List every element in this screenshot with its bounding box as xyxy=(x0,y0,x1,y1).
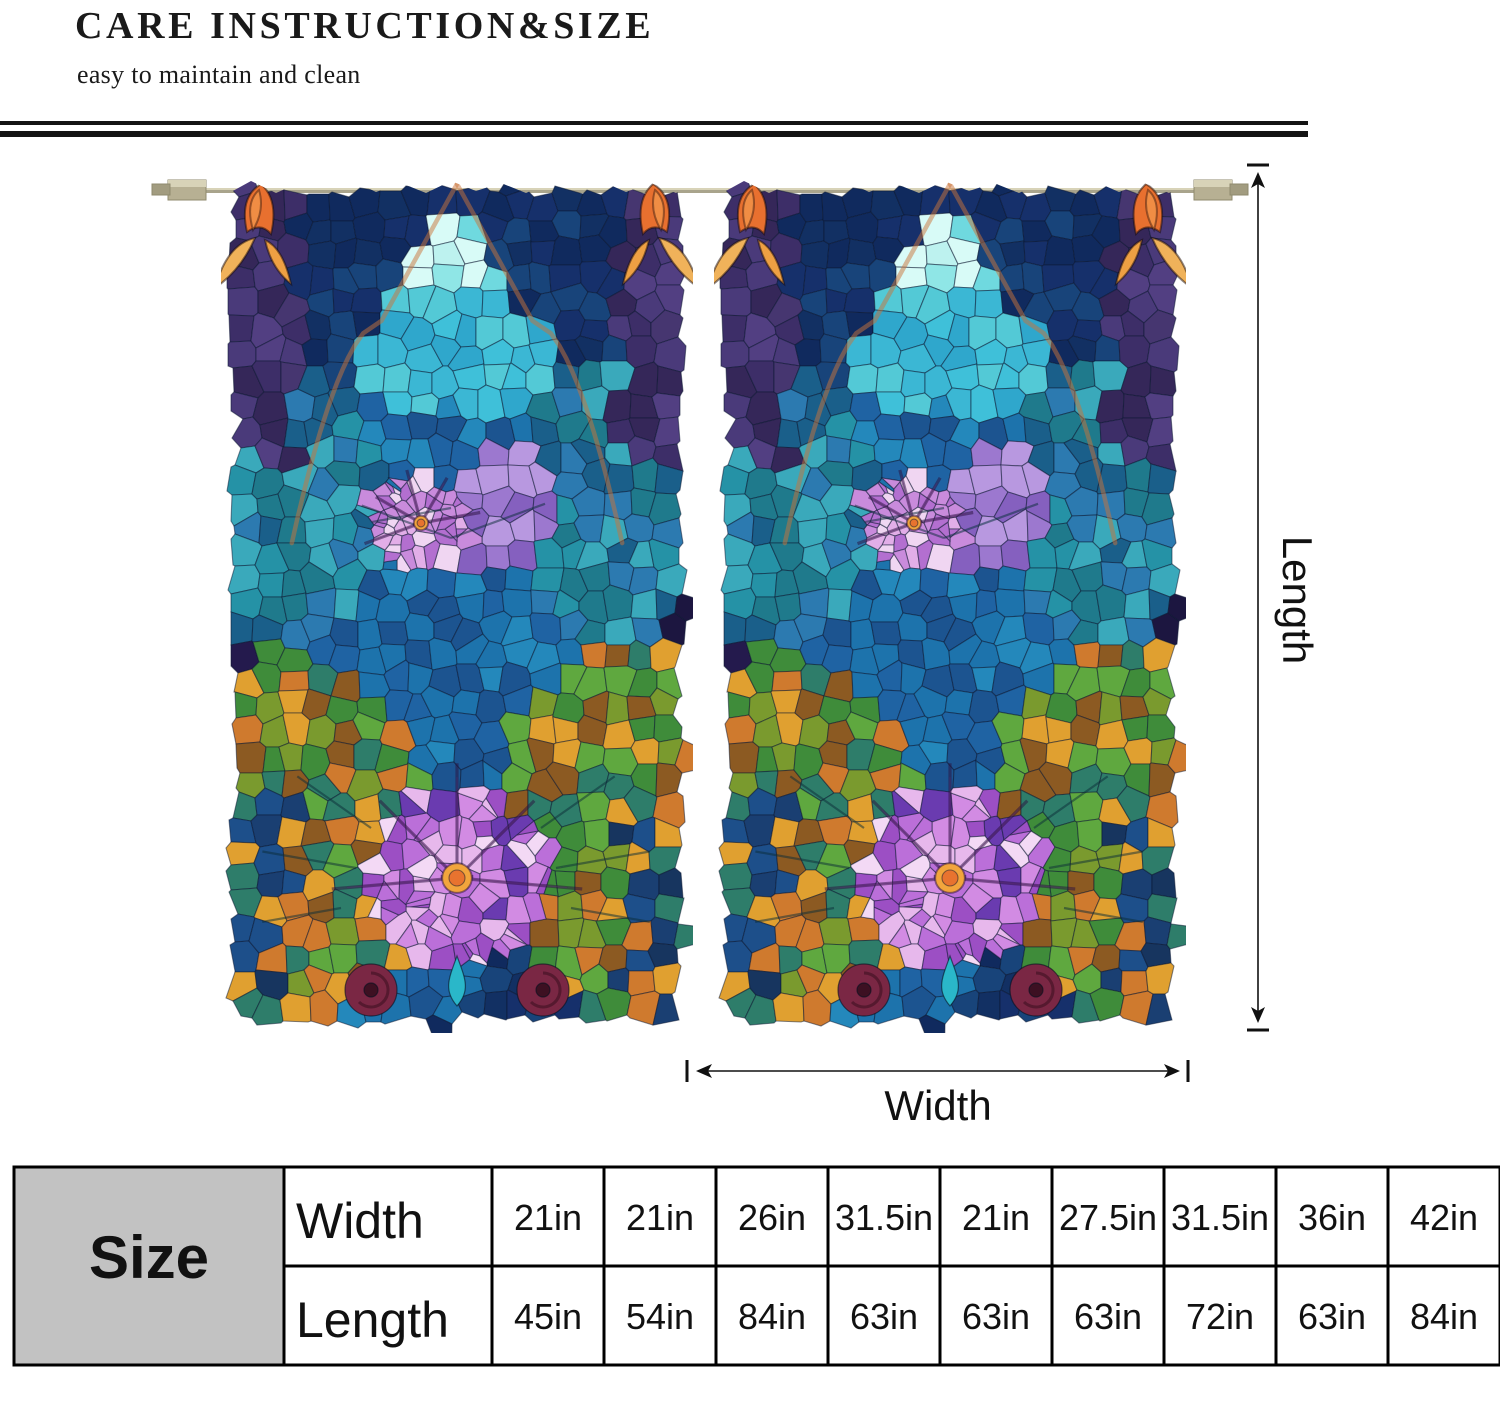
svg-text:21in: 21in xyxy=(514,1197,582,1238)
svg-text:31.5in: 31.5in xyxy=(1171,1197,1269,1238)
svg-text:27.5in: 27.5in xyxy=(1059,1197,1157,1238)
svg-text:63in: 63in xyxy=(962,1296,1030,1337)
svg-text:42in: 42in xyxy=(1410,1197,1478,1238)
svg-text:Width: Width xyxy=(296,1193,424,1249)
svg-text:Width: Width xyxy=(884,1082,991,1129)
svg-text:Length: Length xyxy=(1274,536,1321,664)
svg-text:84in: 84in xyxy=(738,1296,806,1337)
svg-text:36in: 36in xyxy=(1298,1197,1366,1238)
svg-text:63in: 63in xyxy=(850,1296,918,1337)
svg-text:84in: 84in xyxy=(1410,1296,1478,1337)
svg-text:Length: Length xyxy=(296,1292,449,1348)
svg-text:31.5in: 31.5in xyxy=(835,1197,933,1238)
svg-text:Size: Size xyxy=(89,1224,209,1291)
svg-text:21in: 21in xyxy=(962,1197,1030,1238)
svg-text:72in: 72in xyxy=(1186,1296,1254,1337)
svg-text:63in: 63in xyxy=(1074,1296,1142,1337)
svg-text:54in: 54in xyxy=(626,1296,694,1337)
svg-text:26in: 26in xyxy=(738,1197,806,1238)
svg-text:63in: 63in xyxy=(1298,1296,1366,1337)
svg-text:45in: 45in xyxy=(514,1296,582,1337)
svg-text:21in: 21in xyxy=(626,1197,694,1238)
